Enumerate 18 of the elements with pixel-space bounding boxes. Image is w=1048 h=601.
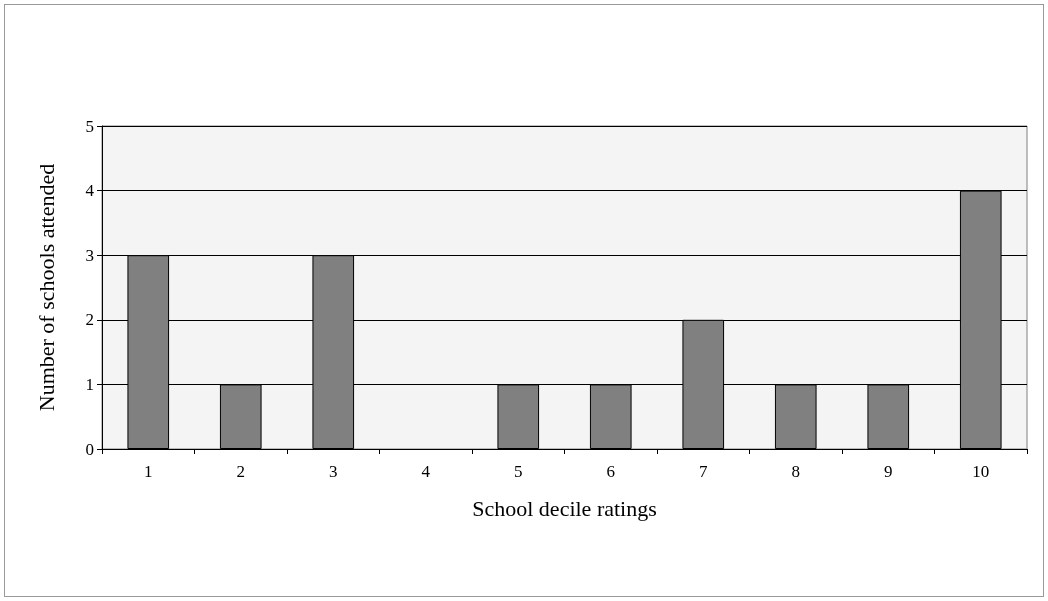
- y-axis-title: Number of schools attended: [33, 163, 59, 412]
- x-tick-label: 9: [884, 462, 893, 481]
- x-tick-label: 3: [329, 462, 338, 481]
- x-tick-label: 10: [972, 462, 990, 481]
- x-tick-label: 5: [514, 462, 523, 481]
- x-tick-label: 1: [144, 462, 153, 481]
- y-tick-label: 1: [85, 374, 94, 394]
- y-tick-label: 4: [85, 181, 95, 201]
- x-tick-label: 2: [236, 462, 245, 481]
- y-tick-label: 5: [85, 116, 94, 136]
- x-tick-label: 7: [699, 462, 708, 481]
- x-tick-label: 4: [421, 462, 431, 481]
- y-tick-label: 2: [85, 310, 94, 330]
- x-tick-label: 6: [606, 462, 615, 481]
- y-tick-label: 3: [85, 245, 94, 265]
- x-tick-label: 8: [791, 462, 800, 481]
- x-axis-title: School decile ratings: [472, 495, 657, 521]
- y-tick-label: 0: [85, 439, 94, 459]
